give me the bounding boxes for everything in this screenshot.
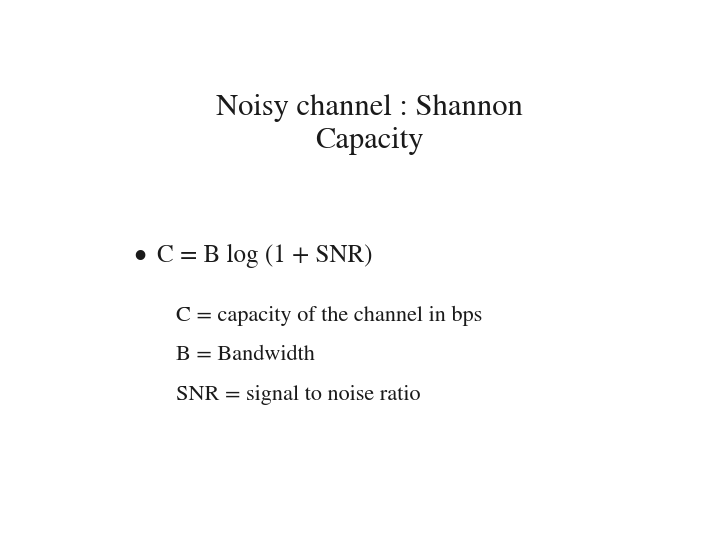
Text: C = B log (1 + SNR): C = B log (1 + SNR) bbox=[157, 244, 372, 268]
Text: SNR = signal to noise ratio: SNR = signal to noise ratio bbox=[176, 385, 421, 405]
Text: Noisy channel : Shannon
Capacity: Noisy channel : Shannon Capacity bbox=[215, 94, 523, 155]
Text: •: • bbox=[134, 244, 147, 268]
Text: B = Bandwidth: B = Bandwidth bbox=[176, 346, 315, 365]
Text: C = capacity of the channel in bps: C = capacity of the channel in bps bbox=[176, 306, 482, 326]
